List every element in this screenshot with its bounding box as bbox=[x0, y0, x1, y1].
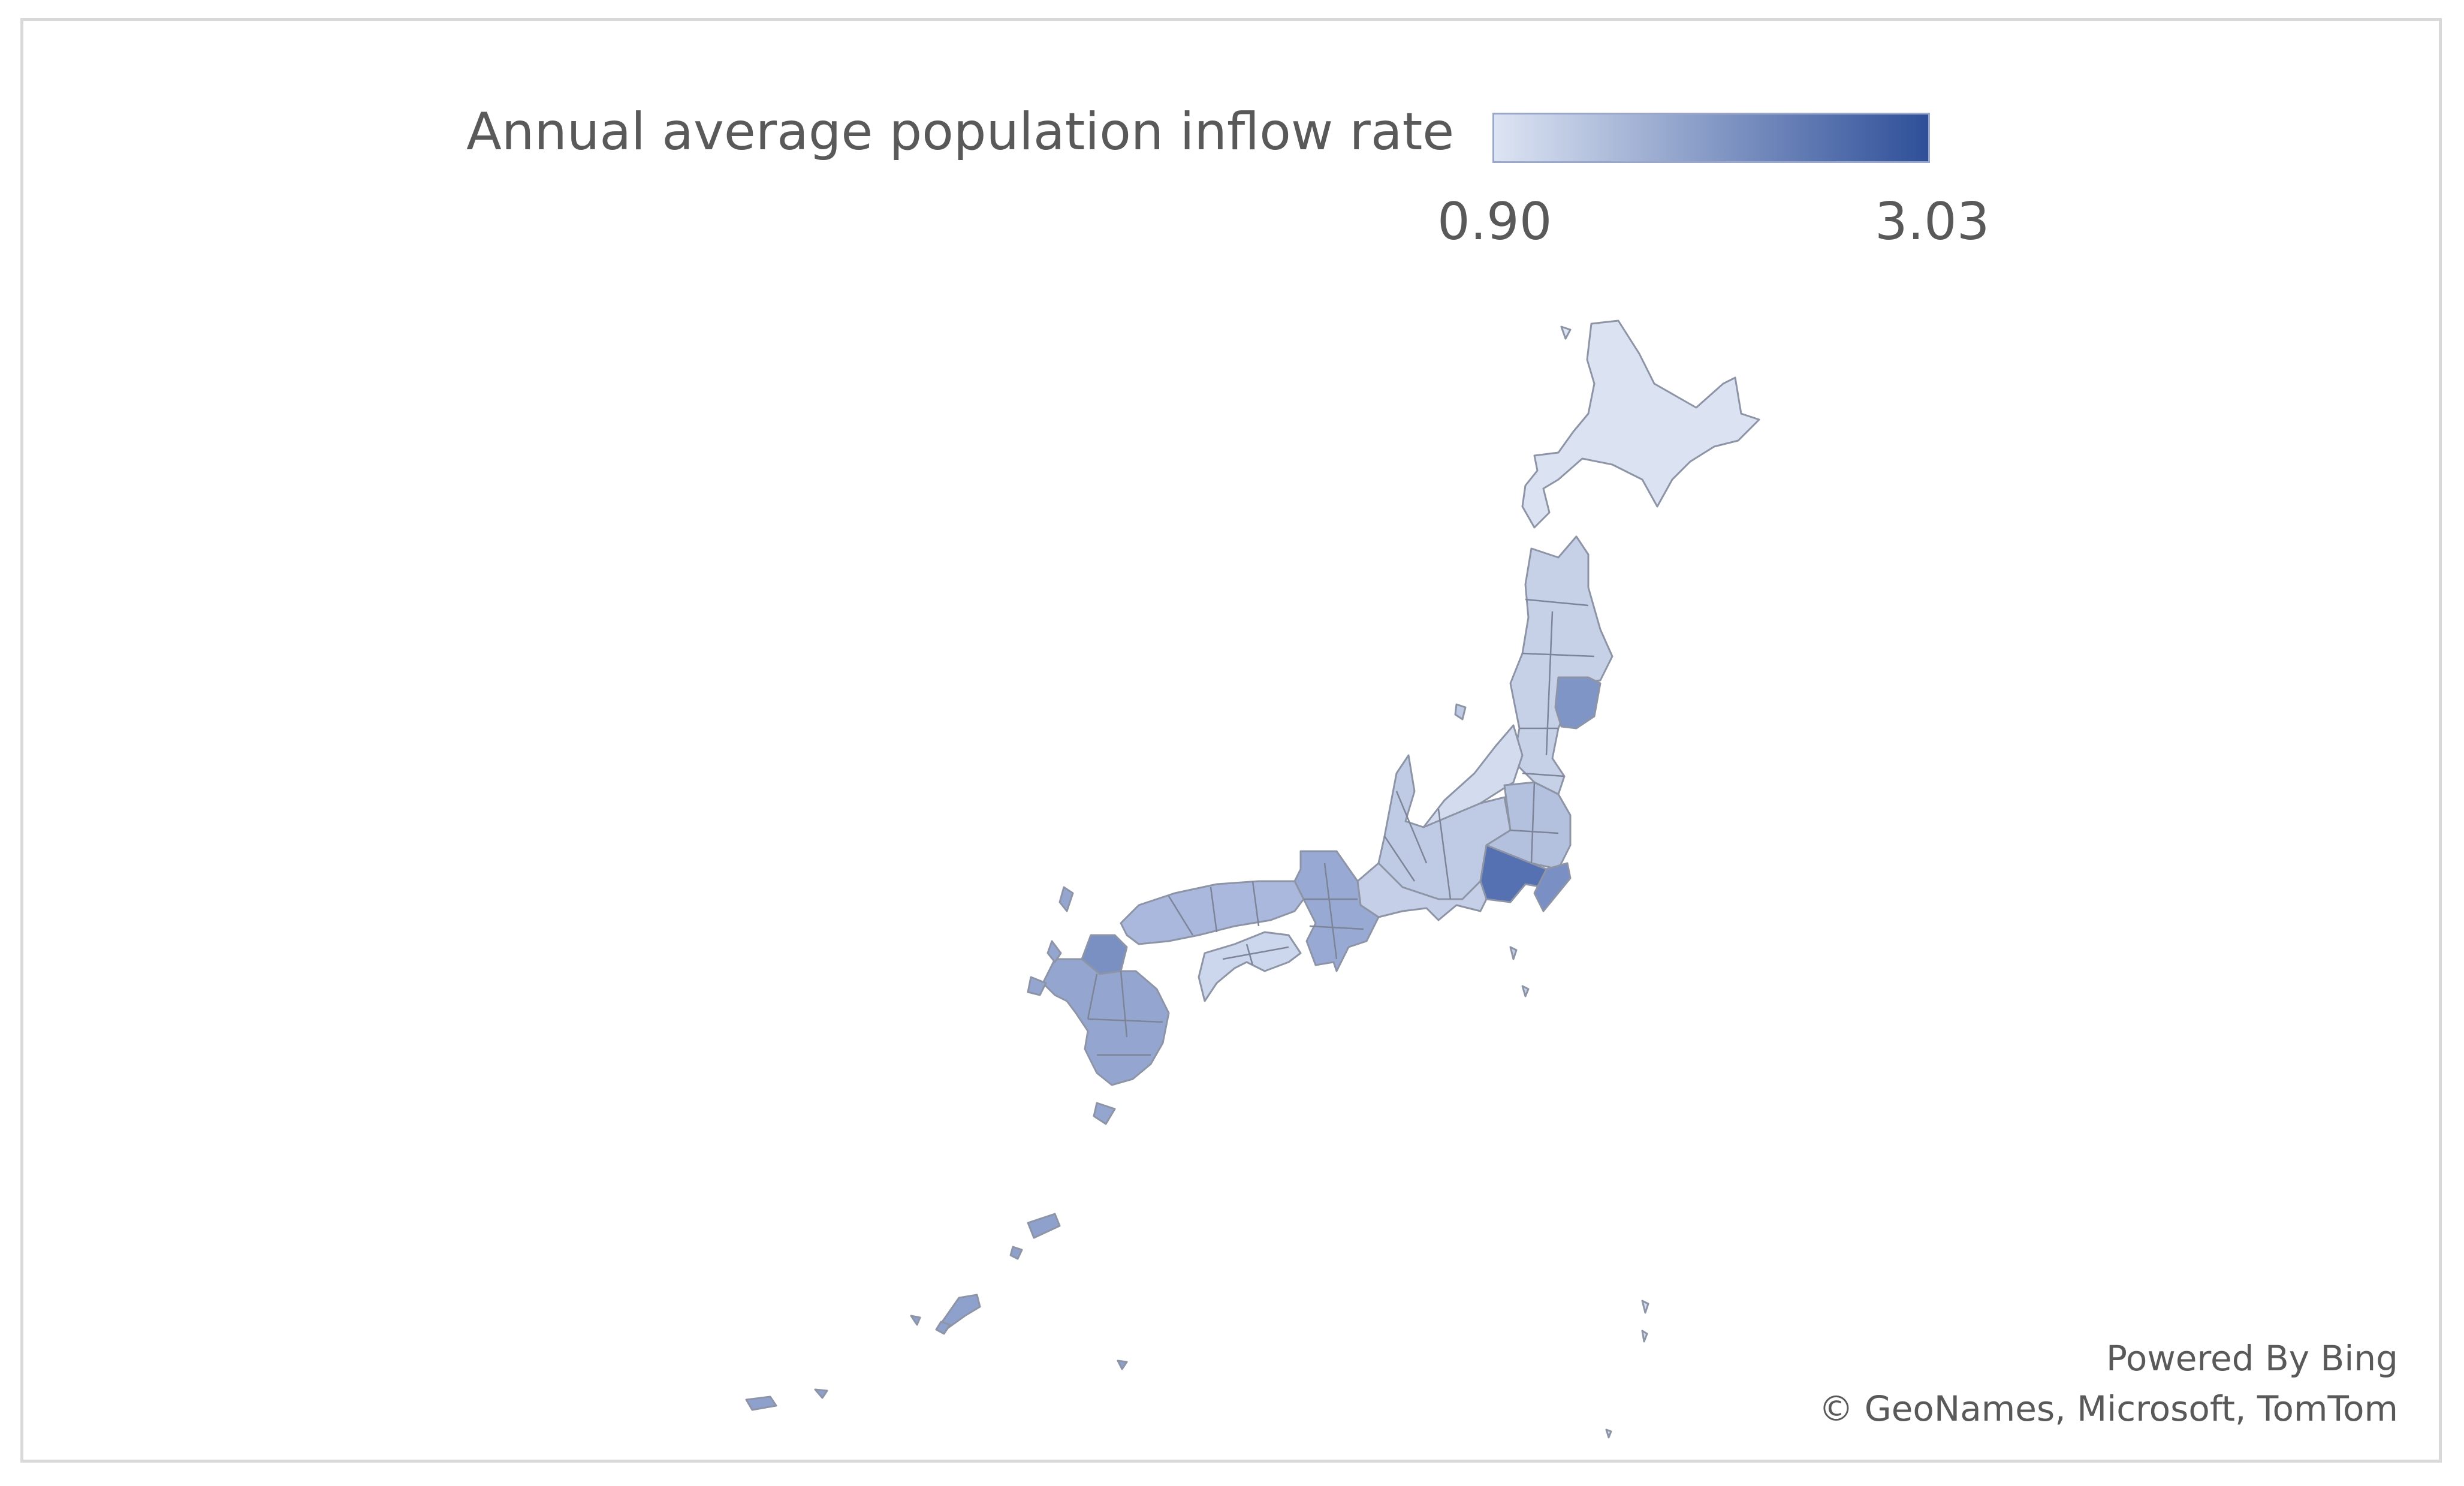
island bbox=[814, 1388, 828, 1399]
legend-min-label: 0.90 bbox=[1437, 192, 1552, 252]
island bbox=[1046, 940, 1062, 963]
island bbox=[1605, 1428, 1612, 1439]
prefecture-border bbox=[1530, 782, 1536, 864]
prefecture-border bbox=[1522, 652, 1595, 658]
island bbox=[1641, 1330, 1648, 1343]
prefecture-border bbox=[1525, 598, 1589, 607]
prefecture-border bbox=[1087, 1018, 1163, 1023]
prefecture-border bbox=[1522, 772, 1565, 777]
region-miyagi[interactable] bbox=[1554, 676, 1602, 730]
region-hokkaido[interactable] bbox=[1521, 319, 1760, 529]
island bbox=[1560, 325, 1572, 340]
island bbox=[1027, 1213, 1061, 1239]
prefecture-border bbox=[1087, 973, 1098, 1020]
attribution-copyright: © GeoNames, Microsoft, TomTom bbox=[1818, 1388, 2398, 1429]
island bbox=[1641, 1300, 1649, 1314]
legend-max-label: 3.03 bbox=[1875, 192, 1990, 252]
prefecture-border bbox=[1395, 791, 1428, 864]
map-frame bbox=[20, 18, 2442, 1463]
island bbox=[1509, 946, 1518, 960]
island bbox=[1093, 1102, 1116, 1125]
prefecture-border bbox=[1510, 829, 1559, 834]
island bbox=[1058, 886, 1074, 912]
island bbox=[1454, 703, 1467, 721]
island bbox=[1009, 1246, 1023, 1260]
region-tohoku[interactable] bbox=[1509, 535, 1613, 795]
island bbox=[935, 1321, 951, 1335]
island bbox=[745, 1395, 777, 1411]
prefecture-border bbox=[1545, 611, 1554, 756]
island bbox=[1027, 976, 1047, 996]
attribution-powered-by: Powered By Bing bbox=[2106, 1338, 2398, 1379]
prefecture-border bbox=[1251, 881, 1260, 927]
island bbox=[910, 1315, 921, 1326]
prefecture-border bbox=[1437, 809, 1452, 900]
region-chugoku[interactable] bbox=[1120, 880, 1305, 945]
prefecture-border bbox=[1210, 887, 1218, 933]
prefecture-border bbox=[1383, 836, 1416, 882]
prefecture-border bbox=[1309, 925, 1364, 930]
prefecture-border bbox=[1168, 896, 1194, 936]
island bbox=[1117, 1360, 1128, 1370]
region-chiba[interactable] bbox=[1533, 862, 1572, 912]
region-shikoku[interactable] bbox=[1198, 931, 1302, 1002]
prefecture-border bbox=[1323, 863, 1338, 960]
legend-title: Annual average population inflow rate bbox=[466, 102, 1455, 162]
legend-color-scale bbox=[1492, 113, 1930, 163]
prefecture-border bbox=[1222, 946, 1289, 960]
prefecture-border bbox=[1120, 970, 1128, 1038]
island bbox=[1521, 985, 1530, 997]
